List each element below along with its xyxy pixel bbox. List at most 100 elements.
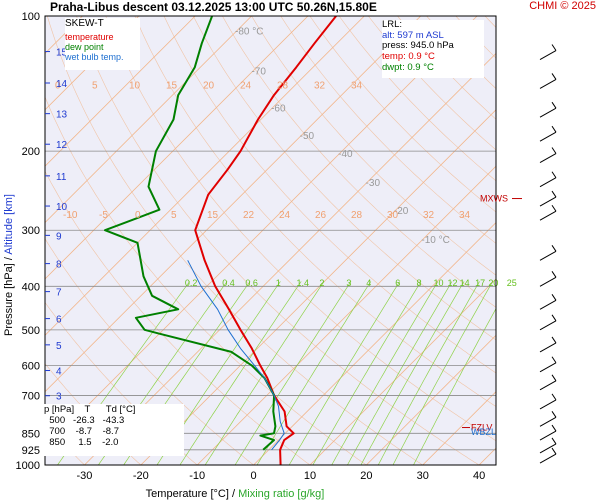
- chart-title: Praha-Libus descent 03.12.2025 13:00 UTC…: [50, 0, 377, 14]
- wind-barb: [539, 443, 557, 454]
- isotherm-label: -10 °C: [421, 235, 449, 246]
- wind-barb: [539, 276, 557, 287]
- stats-header: p [hPa] T Td [°C]: [44, 404, 136, 415]
- theta-label: 24: [279, 210, 291, 221]
- isotherm-label: -30: [366, 178, 381, 189]
- wind-barb-flag: [551, 447, 557, 455]
- theta-label: 34: [351, 80, 363, 91]
- legend: SKEW-T temperature dew point wet bulb te…: [65, 18, 140, 70]
- mxws-label: MXWS: [480, 194, 508, 204]
- theta-label: 26: [315, 210, 327, 221]
- wind-barb: [539, 196, 557, 207]
- legend-chart-type: SKEW-T: [65, 18, 104, 29]
- fzlv-label: FZLV: [471, 423, 492, 433]
- wind-barb: [539, 107, 557, 118]
- mixing-ratio-line: [179, 281, 302, 465]
- altitude-tick-label: 13: [56, 110, 68, 121]
- mixing-ratio-label: 14: [460, 278, 470, 288]
- theta-label: 30: [387, 210, 399, 221]
- dry-adiabat: [514, 16, 600, 465]
- wind-barb-flag: [551, 437, 557, 445]
- x-tick-label: -20: [133, 470, 149, 482]
- mixing-ratio-line: [392, 281, 494, 465]
- dry-adiabat: [222, 16, 496, 308]
- isotherm-line: [45, 16, 365, 336]
- wetbulb-curve: [187, 260, 285, 451]
- wind-barb: [539, 342, 557, 353]
- mixing-ratio-label: 1: [276, 278, 281, 288]
- mixing-ratio-label: 25: [507, 278, 517, 288]
- isotherm-line: [45, 16, 478, 449]
- wind-barb: [539, 153, 557, 163]
- wind-barb: [539, 320, 557, 331]
- lrl-temp: temp: 0.9 °C: [382, 51, 435, 63]
- altitude-tick-label: 12: [56, 140, 68, 151]
- wind-barb-flag: [551, 190, 557, 198]
- mixing-ratio-label: 0.2: [185, 278, 198, 288]
- wind-barb-flag: [551, 356, 557, 364]
- wind-barb: [539, 177, 557, 188]
- altitude-tick-label: 10: [56, 202, 68, 213]
- pressure-tick-label: 850: [22, 428, 40, 440]
- mixing-ratio-label: 2: [319, 278, 324, 288]
- theta-label: 34: [459, 210, 471, 221]
- wind-barb-flag: [551, 245, 557, 252]
- isotherm-line: [45, 16, 140, 111]
- wind-barb: [539, 250, 557, 261]
- pressure-tick-label: 700: [22, 390, 40, 402]
- wbzl-label: WBZL: [471, 427, 496, 437]
- wind-barb: [539, 380, 557, 391]
- dry-adiabat: [484, 16, 496, 28]
- isotherm-label: -80 °C: [235, 27, 263, 38]
- wind-barb: [539, 453, 557, 464]
- pressure-tick-label: 925: [22, 445, 40, 457]
- altitude-tick-label: 3: [56, 392, 62, 403]
- wind-barb-flag: [551, 44, 557, 51]
- dry-adiabat: [251, 16, 496, 276]
- stats-row: 850 1.5 -2.0: [44, 437, 119, 448]
- theta-label: 5: [92, 80, 98, 91]
- altitude-tick-label: 6: [56, 315, 62, 326]
- mixing-ratio-label: 3: [346, 278, 351, 288]
- mixing-ratio-line: [204, 281, 325, 465]
- wind-barb: [539, 210, 557, 221]
- theta-label: 5: [171, 210, 177, 221]
- isotherm-line: [478, 447, 496, 465]
- stats-row: 500 -26.3 -43.3: [44, 415, 125, 426]
- theta-label: 24: [240, 80, 252, 91]
- copyright-text: CHMI © 2025: [529, 0, 596, 12]
- wind-barb-flag: [551, 204, 557, 212]
- wind-barb: [539, 131, 557, 142]
- x-tick-label: 40: [473, 470, 485, 482]
- wind-barb-flag: [551, 411, 557, 418]
- theta-label: 20: [203, 80, 215, 91]
- lrl-press: press: 945.0 hPa: [382, 40, 454, 52]
- isotherm-label: -40: [338, 149, 353, 160]
- isotherm-line: [253, 222, 496, 465]
- wind-barb-flag: [551, 374, 557, 382]
- wind-barb-flag: [551, 171, 557, 178]
- pressure-tick-label: 300: [22, 225, 40, 237]
- stats-row: 700 -8.7 -8.7: [44, 426, 119, 437]
- altitude-tick-label: 7: [56, 288, 62, 299]
- theta-label: 32: [314, 80, 326, 91]
- mixing-ratio-label: 4: [366, 278, 371, 288]
- wind-barb-flag: [551, 101, 557, 109]
- isotherm-line: [45, 16, 252, 224]
- wind-barb: [539, 50, 557, 60]
- isotherm-label: -60: [271, 103, 286, 114]
- lrl-info-box: LRL: alt: 597 m ASL press: 945.0 hPa tem…: [382, 19, 484, 78]
- x-tick-label: -30: [77, 470, 93, 482]
- mixing-ratio-label: 17: [475, 278, 485, 288]
- mixing-ratio-line: [377, 281, 480, 465]
- wind-barb-flag: [551, 314, 557, 322]
- altitude-tick-label: 4: [56, 367, 62, 378]
- isotherm-line: [45, 16, 421, 393]
- pressure-tick-label: 100: [22, 11, 40, 23]
- lrl-alt: alt: 597 m ASL: [382, 29, 444, 41]
- altitude-tick-label: 8: [56, 260, 62, 271]
- isotherm-line: [84, 52, 496, 465]
- wind-barb-flag: [551, 125, 557, 133]
- isotherm-label: -20: [394, 206, 409, 217]
